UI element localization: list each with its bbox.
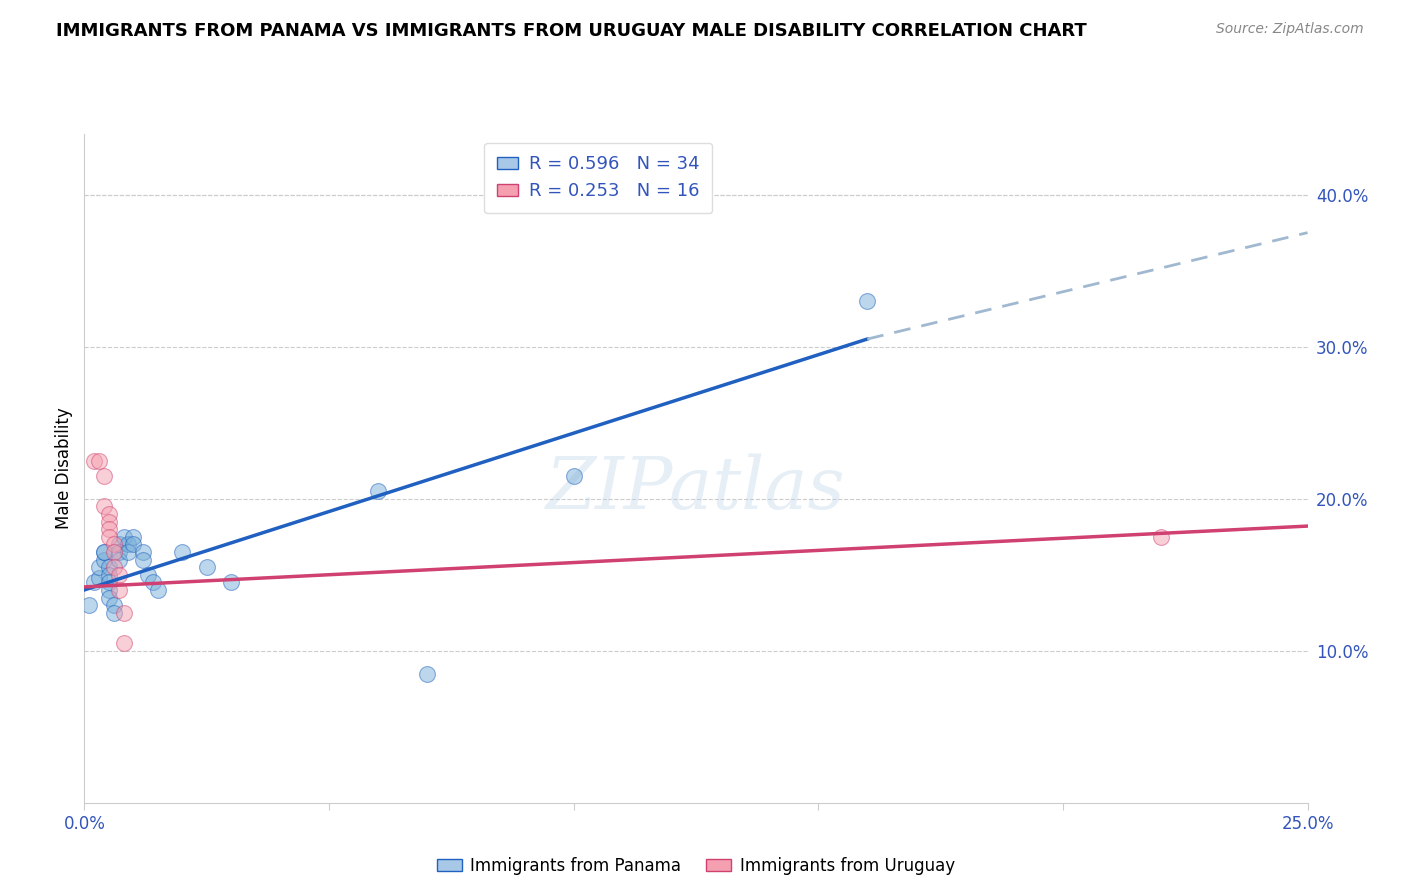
Point [93, 545, 115, 559]
Point [97, 560, 120, 574]
Point [107, 545, 129, 559]
Point [146, 582, 169, 597]
Point [107, 552, 129, 566]
Point [97, 507, 120, 521]
Point [122, 530, 145, 544]
Point [87, 571, 110, 585]
Text: IMMIGRANTS FROM PANAMA VS IMMIGRANTS FROM URUGUAY MALE DISABILITY CORRELATION CH: IMMIGRANTS FROM PANAMA VS IMMIGRANTS FRO… [56, 22, 1087, 40]
Point [93, 545, 115, 559]
Point [112, 530, 135, 544]
Point [107, 582, 129, 597]
Point [97, 575, 120, 590]
Point [112, 636, 135, 650]
Point [122, 537, 145, 551]
Point [83, 575, 105, 590]
Point [219, 575, 242, 590]
Point [107, 567, 129, 582]
Point [97, 582, 120, 597]
Point [97, 530, 120, 544]
Point [367, 484, 389, 499]
Text: ZIPatlas: ZIPatlas [546, 453, 846, 524]
Legend: Immigrants from Panama, Immigrants from Uruguay: Immigrants from Panama, Immigrants from … [430, 850, 962, 881]
Point [107, 537, 129, 551]
Point [77, 598, 100, 612]
Point [562, 469, 585, 483]
Point [142, 575, 165, 590]
Point [136, 567, 159, 582]
Point [83, 453, 105, 467]
Point [103, 606, 125, 620]
Point [97, 567, 120, 582]
Point [112, 606, 135, 620]
Y-axis label: Male Disability: Male Disability [55, 408, 73, 529]
Point [97, 515, 120, 529]
Point [195, 560, 218, 574]
Point [97, 591, 120, 605]
Point [117, 545, 139, 559]
Point [103, 545, 125, 559]
Point [103, 560, 125, 574]
Point [97, 522, 120, 536]
Point [132, 545, 155, 559]
Point [856, 294, 879, 309]
Point [172, 545, 194, 559]
Point [132, 552, 155, 566]
Point [93, 469, 115, 483]
Point [87, 560, 110, 574]
Text: Source: ZipAtlas.com: Source: ZipAtlas.com [1216, 22, 1364, 37]
Point [93, 500, 115, 514]
Point [416, 666, 439, 681]
Point [117, 537, 139, 551]
Point [1150, 530, 1173, 544]
Point [103, 537, 125, 551]
Point [93, 552, 115, 566]
Point [87, 453, 110, 467]
Point [103, 598, 125, 612]
